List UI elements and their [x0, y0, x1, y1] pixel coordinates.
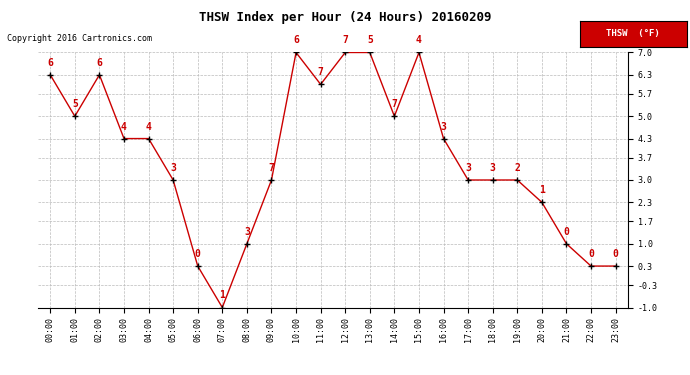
Text: 1: 1	[539, 185, 545, 195]
Text: THSW  (°F): THSW (°F)	[607, 29, 660, 38]
Text: 4: 4	[121, 122, 127, 132]
Text: 7: 7	[342, 36, 348, 45]
Text: 5: 5	[367, 36, 373, 45]
Text: 0: 0	[564, 227, 569, 237]
Text: 3: 3	[244, 227, 250, 237]
Text: 2: 2	[514, 163, 520, 173]
Text: 4: 4	[146, 122, 152, 132]
Text: 3: 3	[170, 163, 176, 173]
Text: 0: 0	[588, 249, 594, 259]
Text: 0: 0	[195, 249, 201, 259]
Text: 7: 7	[268, 163, 275, 173]
Text: 7: 7	[391, 99, 397, 109]
Text: 6: 6	[48, 58, 53, 68]
Text: 3: 3	[490, 163, 495, 173]
Text: 6: 6	[97, 58, 102, 68]
Text: 3: 3	[465, 163, 471, 173]
Text: 3: 3	[441, 122, 446, 132]
Text: 1: 1	[219, 291, 225, 300]
Text: 6: 6	[293, 36, 299, 45]
Text: 5: 5	[72, 99, 78, 109]
Text: THSW Index per Hour (24 Hours) 20160209: THSW Index per Hour (24 Hours) 20160209	[199, 11, 491, 24]
Text: 0: 0	[613, 249, 618, 259]
Text: 4: 4	[416, 36, 422, 45]
Text: Copyright 2016 Cartronics.com: Copyright 2016 Cartronics.com	[7, 34, 152, 43]
Text: 7: 7	[317, 68, 324, 77]
